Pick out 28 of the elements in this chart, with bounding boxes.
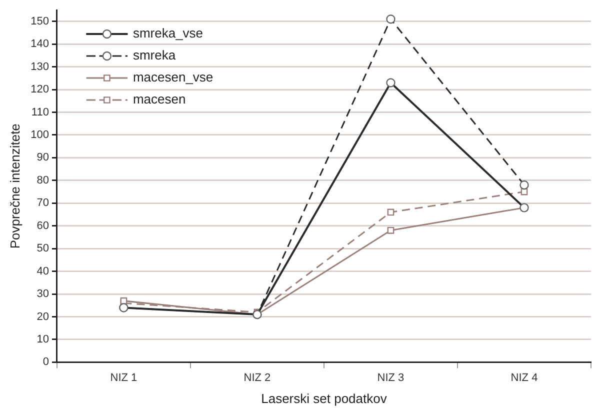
legend-label: smreka_vse — [132, 26, 204, 41]
y-tick-label: 40 — [36, 265, 49, 278]
x-tick-label: NIZ 2 — [244, 372, 271, 384]
y-tick-label: 70 — [36, 197, 49, 210]
y-tick-label: 50 — [36, 242, 49, 255]
legend-label: smreka — [132, 48, 176, 63]
x-axis-title: Laserski set podatkov — [261, 390, 388, 406]
legend-label: macesen — [132, 92, 186, 107]
y-tick-label: 0 — [42, 356, 49, 368]
y-tick-label: 100 — [30, 129, 49, 142]
x-tick-label: NIZ 4 — [510, 372, 538, 384]
y-tick-label: 120 — [30, 84, 49, 96]
y-tick-label: 90 — [36, 152, 49, 164]
y-tick-label: 130 — [30, 60, 49, 73]
y-tick-label: 20 — [36, 310, 49, 323]
y-axis-title: Povprečne intenzitete — [7, 124, 22, 249]
x-tick-label: NIZ 3 — [377, 372, 404, 384]
y-tick-label: 30 — [36, 288, 49, 300]
legend-label: macesen_vse — [132, 70, 214, 85]
y-tick-label: 150 — [30, 15, 49, 28]
point — [387, 208, 394, 216]
y-tick-label: 60 — [36, 220, 49, 232]
x-tick-label: NIZ 1 — [110, 372, 138, 384]
y-tick-label: 10 — [36, 334, 49, 346]
y-tick-label: 80 — [36, 174, 49, 186]
y-tick-label: 140 — [30, 38, 49, 50]
y-tick-label: 110 — [31, 106, 49, 118]
point — [387, 226, 394, 234]
